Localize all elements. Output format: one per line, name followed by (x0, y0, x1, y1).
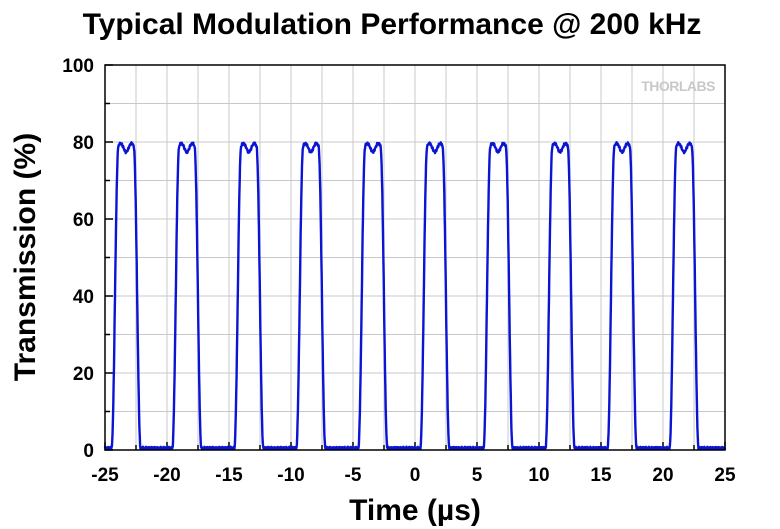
x-axis-label: Time (µs) (349, 494, 481, 527)
x-tick-label: 10 (528, 465, 549, 486)
x-tick-label: -20 (153, 465, 180, 486)
y-tick-label: 20 (73, 364, 94, 385)
y-tick-label: 0 (83, 441, 94, 462)
y-tick-label: 100 (62, 56, 94, 77)
y-tick-label: 60 (73, 210, 94, 231)
chart-title: Typical Modulation Performance @ 200 kHz (83, 8, 702, 41)
y-axis-label: Transmission (%) (9, 133, 42, 381)
logo: THORLABS (641, 78, 715, 94)
y-tick-label: 80 (73, 133, 94, 154)
y-tick-label: 40 (73, 287, 94, 308)
x-tick-label: 20 (652, 465, 673, 486)
x-tick-label: 15 (590, 465, 612, 486)
y-tick-labels: 0 20 40 60 80 100 (62, 56, 94, 462)
x-tick-label: -25 (91, 465, 119, 486)
transmission-line (103, 140, 727, 451)
x-tick-label: -5 (345, 465, 362, 486)
x-tick-label: 0 (410, 465, 421, 486)
x-tick-labels: -25 -20 -15 -10 -5 0 5 10 15 20 25 (91, 465, 736, 486)
plot-frame (104, 64, 726, 451)
svg-text:THORLABS: THORLABS (641, 78, 715, 94)
x-tick-label: 5 (472, 465, 483, 486)
x-tick-label: -10 (277, 465, 304, 486)
x-tick-label: 25 (714, 465, 736, 486)
x-tick-label: -15 (215, 465, 243, 486)
